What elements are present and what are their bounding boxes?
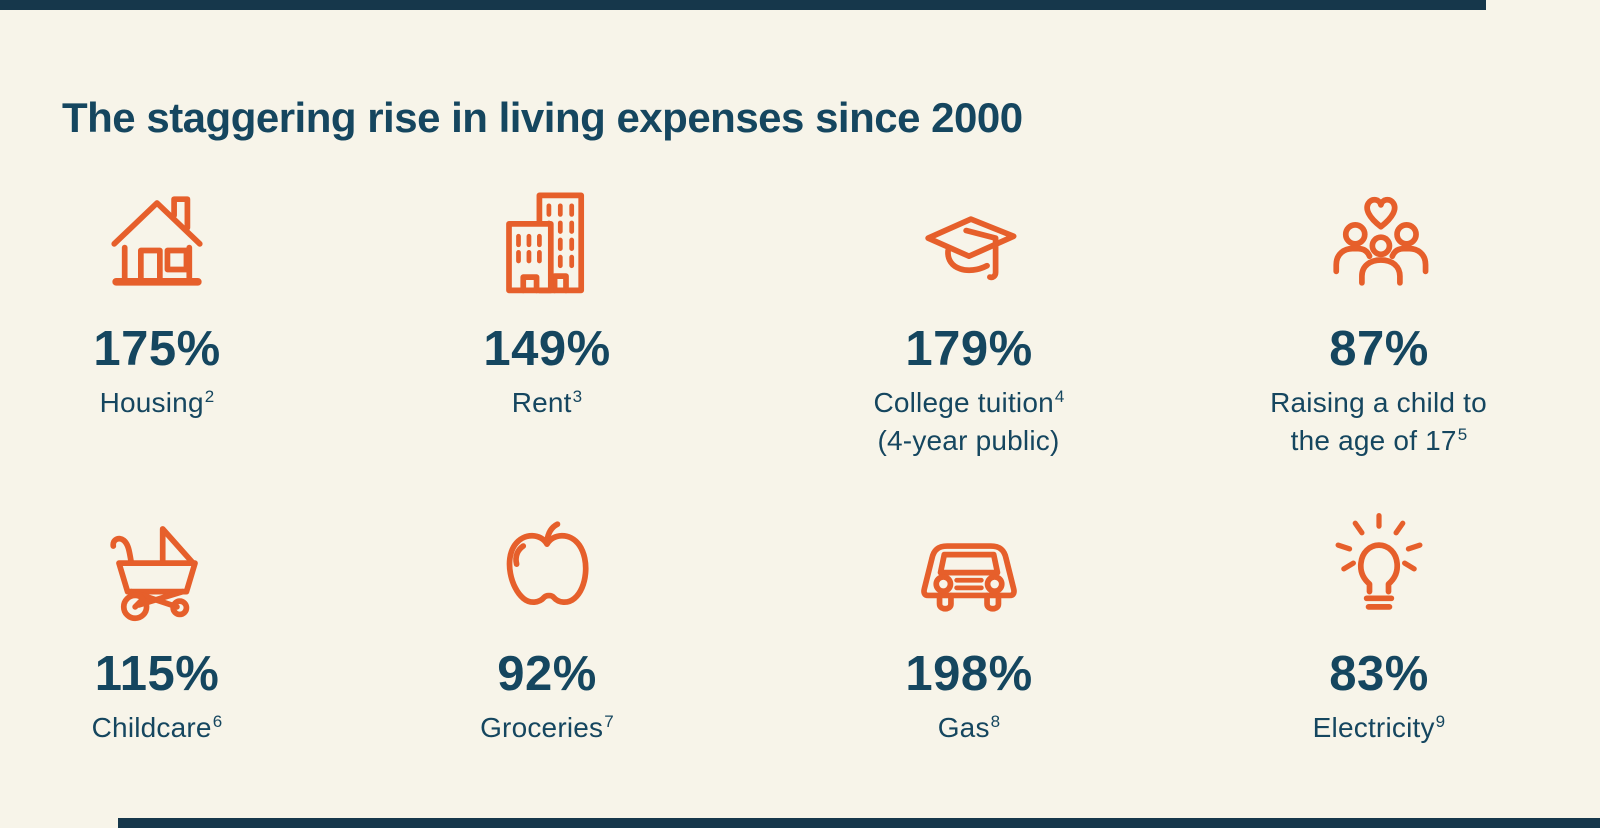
top-accent-bar [0,0,1486,10]
footnote-marker: 7 [604,711,614,731]
footnote-marker: 4 [1054,386,1065,406]
expense-item-rent: 149% Rent3 [314,180,780,505]
expense-item-housing: 175% Housing2 [0,180,314,505]
buildings-icon [490,180,604,298]
footnote-marker: 9 [1435,711,1446,731]
stat-value: 92% [497,647,597,701]
stat-value: 149% [483,322,611,376]
stat-value: 87% [1329,322,1429,376]
stat-label-line2: the age of 17 [1290,425,1457,456]
footnote-marker: 3 [572,386,583,406]
apple-icon [490,505,604,623]
stat-label-line1: Groceries [480,712,604,743]
expense-item-electricity: 83% Electricity9 [1158,505,1600,828]
footnote-marker: 5 [1457,424,1468,444]
house-icon [100,180,214,298]
stat-label: Rent3 [512,384,583,460]
stat-value: 83% [1329,647,1429,701]
expense-item-raising-child: 87% Raising a child to the age of 175 [1158,180,1600,505]
stroller-icon [100,505,214,623]
footnote-marker: 2 [204,386,215,406]
stat-label-line1: Gas [937,712,990,743]
stat-value: 198% [905,647,1033,701]
family-icon [1322,180,1436,298]
stat-value: 175% [93,322,221,376]
expense-item-gas: 198% Gas8 [780,505,1158,828]
lightbulb-icon [1322,505,1436,623]
stat-label-line1: Childcare [91,712,212,743]
page-title: The staggering rise in living expenses s… [62,94,1023,142]
stat-label-line1: Housing [99,387,204,418]
car-icon [912,505,1026,623]
expense-item-groceries: 92% Groceries7 [314,505,780,828]
stat-value: 115% [94,647,220,701]
bottom-accent-bar [118,818,1600,828]
stat-label: Groceries7 [480,709,614,785]
stat-label: Housing2 [100,384,215,460]
stat-value: 179% [905,322,1033,376]
stat-label-line1: Raising a child to [1270,387,1487,418]
stat-label-line1: Electricity [1312,712,1435,743]
footnote-marker: 6 [212,711,223,731]
footnote-marker: 8 [990,711,1001,731]
stat-label: Electricity9 [1313,709,1446,785]
stat-label: Childcare6 [92,709,223,785]
expense-item-childcare: 115% Childcare6 [0,505,314,828]
stats-grid: 175% Housing2 [0,180,1600,828]
stat-label-line1: Rent [511,387,572,418]
stat-label-line2: (4-year public) [877,425,1060,456]
graduation-cap-icon [912,180,1026,298]
stat-label-line1: College tuition [873,387,1054,418]
stat-label: College tuition4 (4-year public) [873,384,1064,460]
stat-label: Gas8 [938,709,1001,785]
expense-item-college-tuition: 179% College tuition4 (4-year public) [780,180,1158,505]
stat-label: Raising a child to the age of 175 [1270,384,1488,460]
